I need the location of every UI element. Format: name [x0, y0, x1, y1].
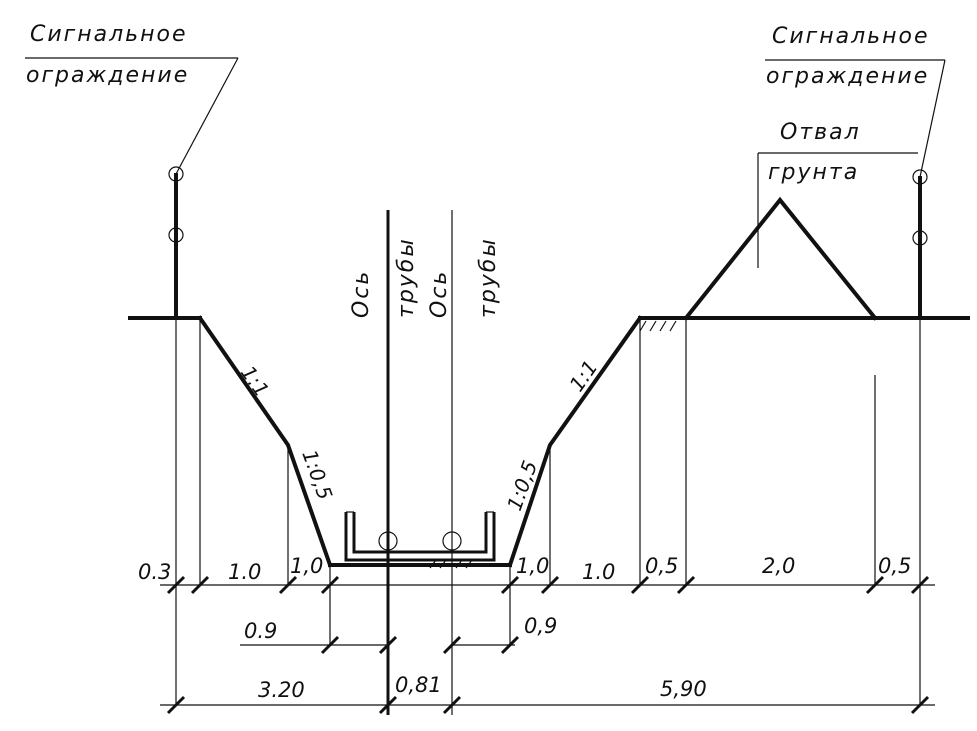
tick	[910, 575, 930, 595]
dim-1-0-left: 1.0	[228, 560, 261, 584]
tick	[500, 575, 520, 595]
pipe-hatch-1	[429, 559, 437, 569]
axis2-word2: трубы	[476, 237, 501, 318]
axis1-word1: Ось	[349, 270, 374, 318]
tick	[378, 695, 398, 715]
dim-0-9-right: 0,9	[524, 614, 557, 638]
channel-inner	[352, 512, 488, 554]
right-slope	[507, 315, 643, 568]
dim-1-0-right-inner: 1,0	[516, 554, 549, 578]
dim-0-81: 0,81	[395, 673, 442, 697]
tick	[166, 575, 186, 595]
tick	[166, 695, 186, 715]
channel-outer	[344, 512, 496, 562]
signal-fence-left	[25, 57, 239, 320]
channel-structure	[344, 511, 496, 569]
fence-node-left-top	[168, 166, 184, 182]
pipe-hatch-4	[465, 559, 473, 569]
leader-right	[919, 59, 946, 178]
tick	[500, 635, 520, 655]
slope-left-upper: 1:1	[236, 361, 274, 401]
dim-0-9-left: 0.9	[244, 619, 277, 643]
signal-fence-right	[765, 59, 946, 320]
pipe-hatch-3	[455, 559, 463, 569]
signal-right-line2: ограждение	[766, 64, 929, 89]
signal-right-line1: Сигнальное	[772, 24, 930, 49]
pipe-hatch-2	[439, 559, 447, 569]
tick	[320, 635, 340, 655]
hatch-3	[659, 320, 667, 332]
fence-node-right-top	[912, 169, 928, 185]
dim-ticks	[166, 575, 930, 715]
dim-1-0-right: 1.0	[582, 560, 615, 584]
dim-3-20: 3.20	[258, 678, 305, 702]
signal-left-line1: Сигнальное	[30, 22, 188, 47]
dim-1-0-left-inner: 1,0	[290, 554, 323, 578]
axis1-word2: трубы	[394, 237, 419, 318]
tick	[540, 575, 560, 595]
signal-left-line2: ограждение	[26, 63, 189, 88]
tick	[442, 695, 462, 715]
tick	[865, 575, 885, 595]
dim-0-3: 0.3	[138, 560, 171, 584]
tick	[320, 575, 340, 595]
trench-profile	[128, 315, 970, 568]
tick	[676, 575, 696, 595]
fence-node-left-mid	[168, 227, 184, 243]
extension-lines	[175, 318, 921, 705]
spoil-heap	[683, 196, 878, 321]
leader-left	[175, 57, 239, 175]
tick	[278, 575, 298, 595]
tick	[630, 575, 650, 595]
fence-node-right-mid	[912, 230, 928, 246]
hatch-2	[649, 320, 657, 332]
pipe-right	[442, 531, 462, 551]
slope-right-upper: 1:1	[564, 356, 602, 396]
dim-0-5-left: 0,5	[645, 554, 678, 578]
dim-0-5-right: 0,5	[878, 554, 911, 578]
dim-2-0: 2,0	[762, 554, 795, 578]
dim-5-90: 5,90	[660, 677, 707, 701]
hatch-4	[669, 320, 677, 332]
tick	[910, 695, 930, 715]
tick	[190, 575, 210, 595]
left-slope	[197, 315, 333, 568]
pipe-left	[378, 531, 398, 551]
tick	[442, 635, 462, 655]
spoil-line1: Отвал	[780, 120, 861, 145]
axis2-word1: Ось	[427, 270, 452, 318]
tick	[378, 635, 398, 655]
spoil-line2: грунта	[768, 160, 859, 185]
hatch-1	[639, 320, 647, 332]
